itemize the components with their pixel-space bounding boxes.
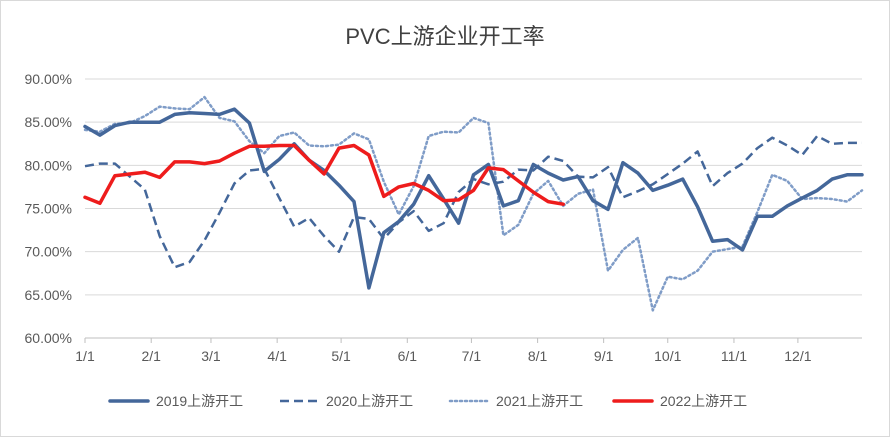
grid-lines [85,78,862,296]
x-tick-label: 2/1 [141,348,161,364]
y-axis-tick-labels: 60.00% 65.00% 70.00% 75.00% 80.00% 85.00% 90.0… [25,71,72,346]
legend: 2019上游开工 2020上游开工 2021上游开工 2022上游开工 [108,393,747,409]
x-tick-label: 12/1 [784,348,811,364]
legend-label: 2020上游开工 [326,393,413,409]
x-tick-label: 4/1 [267,348,287,364]
x-tick-label: 1/1 [75,348,95,364]
legend-label: 2021上游开工 [496,393,583,409]
y-tick-label: 75.00% [25,201,72,217]
y-tick-label: 85.00% [25,114,72,130]
y-tick-label: 80.00% [25,157,72,173]
x-tick-label: 7/1 [462,348,482,364]
x-tick-label: 9/1 [594,348,614,364]
x-tick-label: 5/1 [331,348,351,364]
x-tick-label: 10/1 [654,348,681,364]
legend-label: 2022上游开工 [660,393,747,409]
x-tick-label: 8/1 [528,348,548,364]
chart-title: PVC上游企业开工率 [345,24,544,49]
y-tick-label: 70.00% [25,244,72,260]
series-line-1 [83,107,864,290]
series-line-3 [83,95,864,312]
legend-label: 2019上游开工 [156,393,243,409]
x-tick-label: 6/1 [398,348,418,364]
series-line-4 [83,143,565,206]
axes [84,337,862,343]
x-tick-label: 3/1 [201,348,221,364]
series-lines [83,95,864,312]
y-tick-label: 65.00% [25,287,72,303]
x-tick-label: 11/1 [721,348,747,364]
y-tick-label: 90.00% [25,71,72,87]
y-tick-label: 60.00% [25,330,72,346]
x-axis-tick-labels: 1/1 2/1 3/1 4/1 5/1 6/1 7/1 8/1 9/1 10/1 11/1 12/1 [75,348,811,364]
